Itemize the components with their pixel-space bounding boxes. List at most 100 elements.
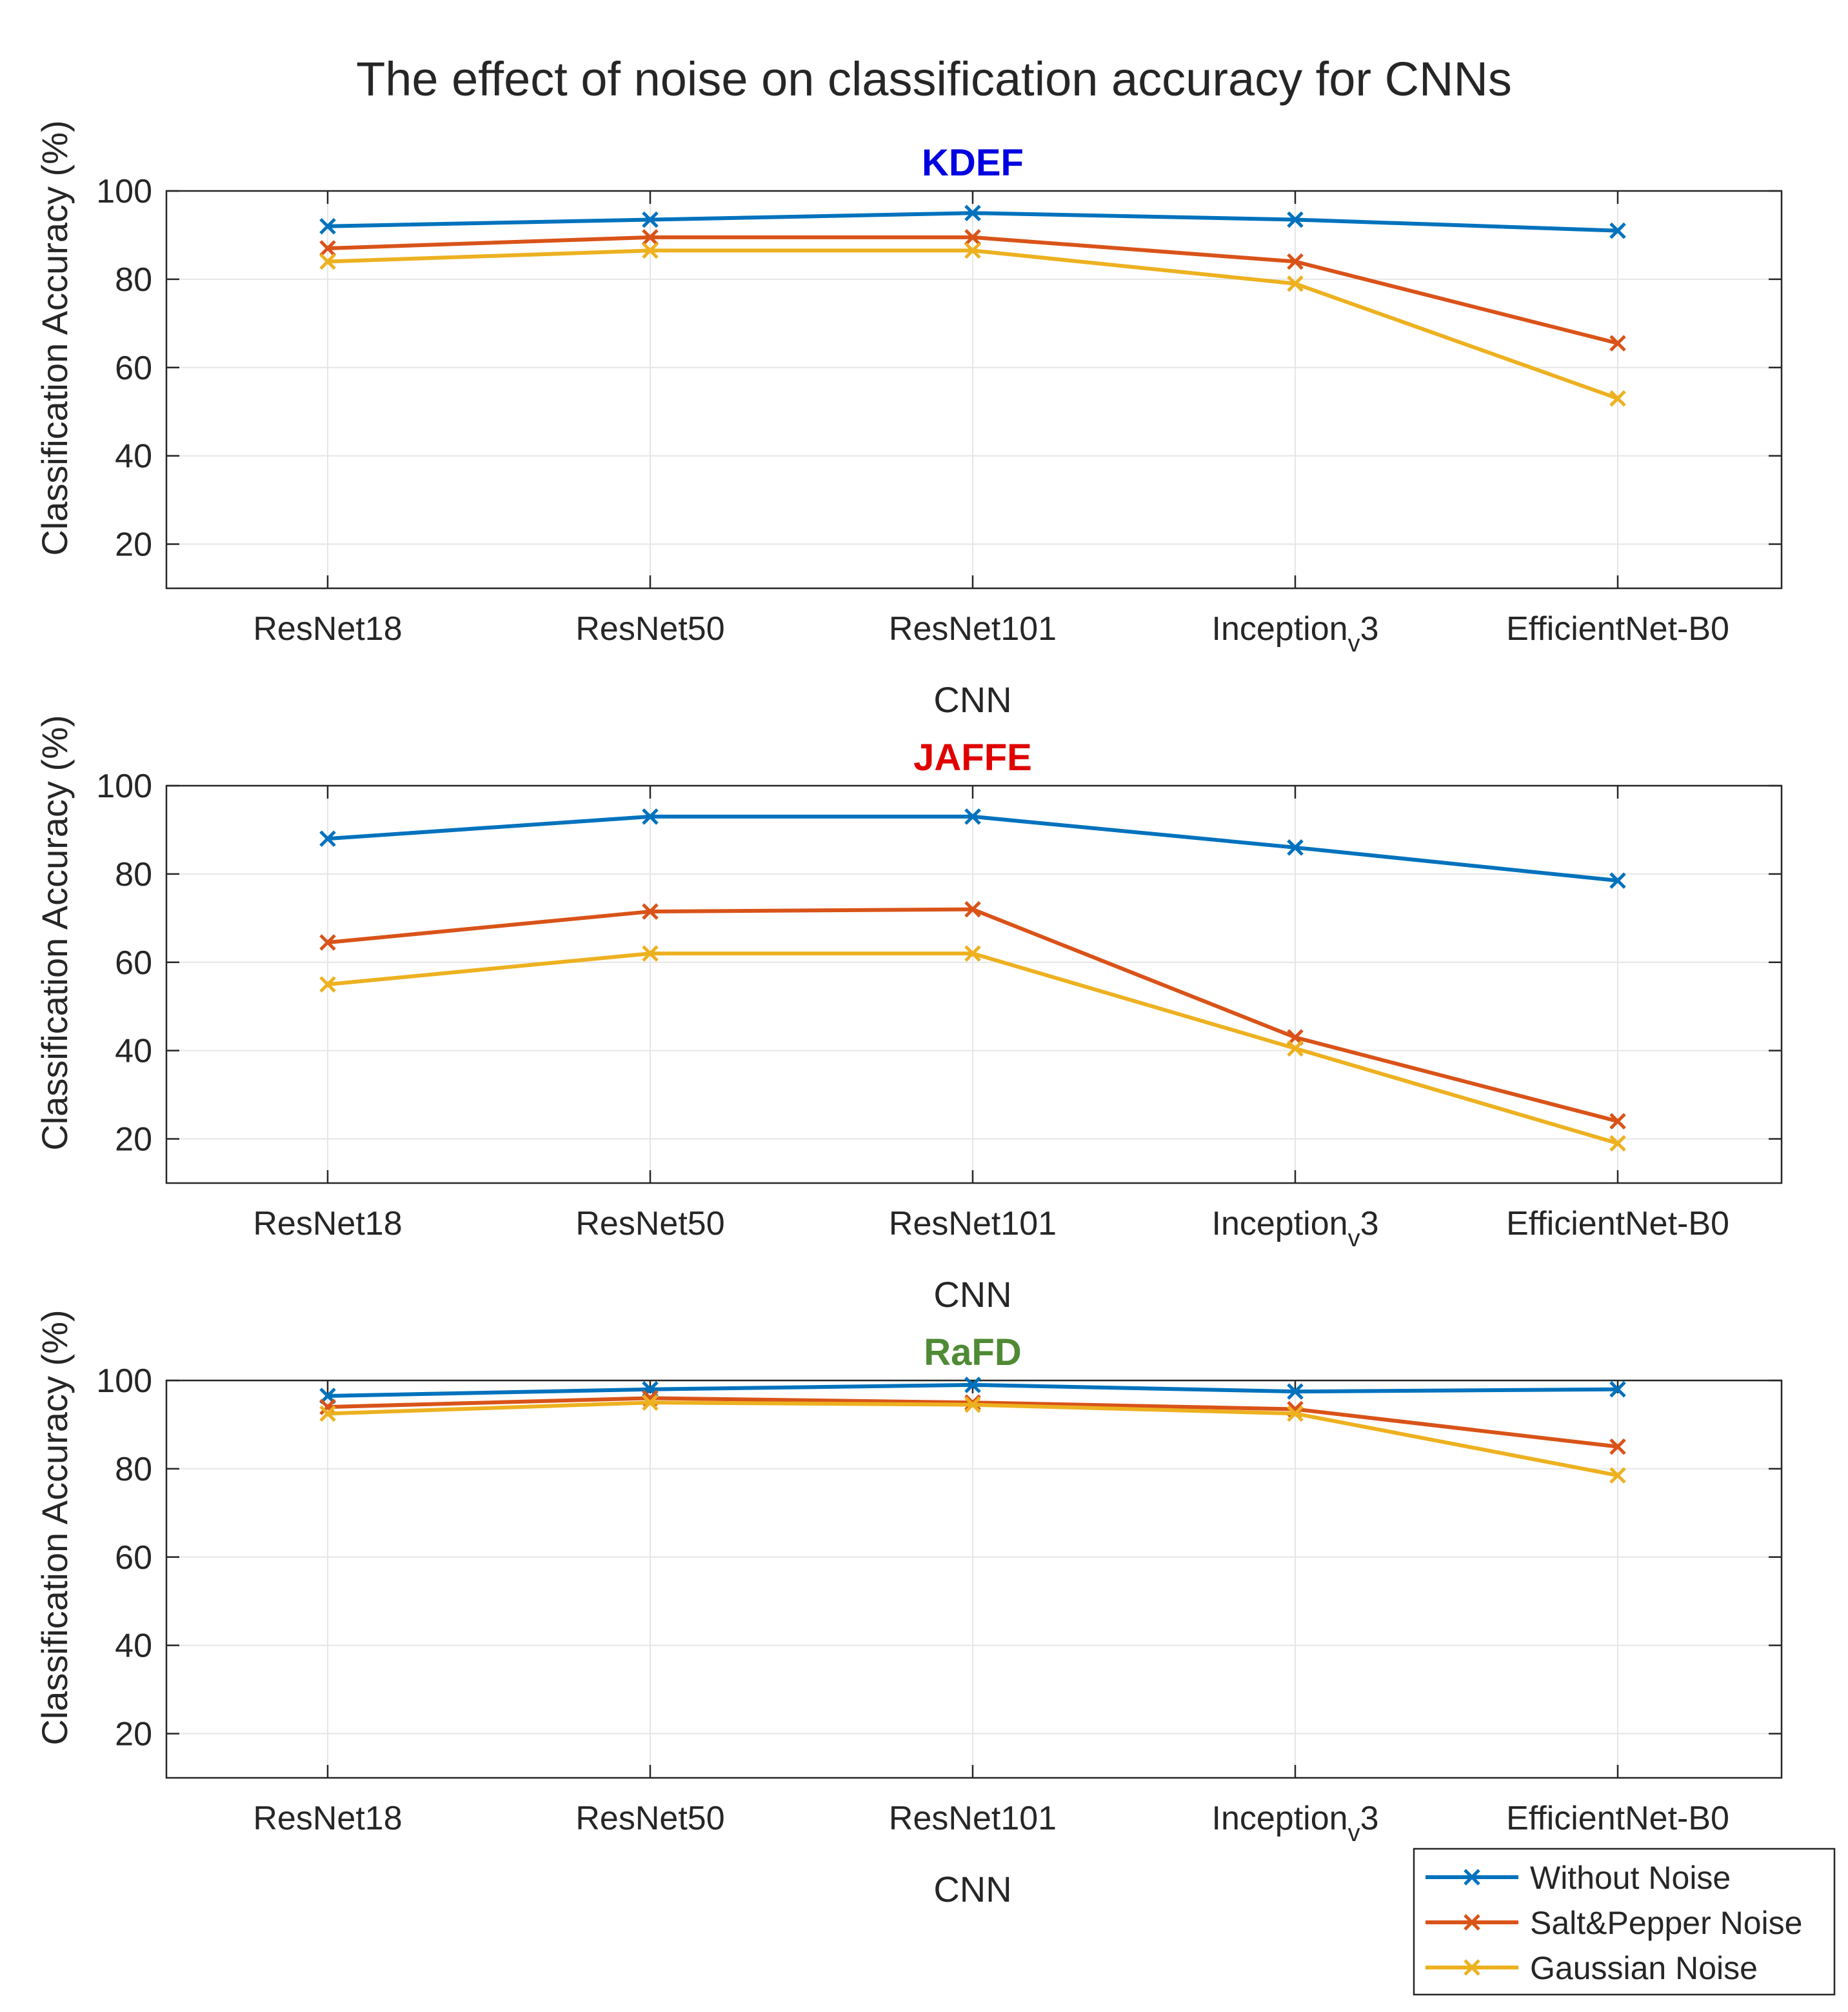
panel-kdef: 20 40 60 80 100 ResNet18 ResNet50 ResNet101 Ince… <box>34 120 1783 720</box>
series-gaussian-noise <box>319 1394 1626 1484</box>
data-point <box>319 217 336 235</box>
marker-stroke <box>1609 335 1626 352</box>
data-point <box>964 1396 981 1413</box>
y-tick-label: 60 <box>115 944 152 982</box>
x-tick-label-tail: 3 <box>1360 1800 1379 1837</box>
x-tick-label: ResNet50 <box>575 1205 724 1242</box>
y-tick-label: 80 <box>115 261 152 299</box>
data-point <box>964 204 981 221</box>
tick-marks <box>166 784 1782 1183</box>
legend-label: Gaussian Noise <box>1530 1950 1758 1986</box>
x-tick-label: Inceptionv3 <box>1212 1800 1379 1847</box>
series-without-noise <box>319 204 1626 239</box>
data-point <box>964 901 981 918</box>
marker-stroke <box>964 945 981 962</box>
y-tick-label: 80 <box>115 856 152 893</box>
marker-stroke <box>964 1396 981 1413</box>
marker-stroke <box>642 242 659 259</box>
marker-stroke <box>642 808 659 825</box>
legend-marker <box>1464 1959 1480 1976</box>
data-point <box>1287 275 1304 292</box>
data-point <box>1287 253 1304 270</box>
data-point <box>1609 1380 1626 1398</box>
data-point <box>1609 1135 1626 1152</box>
x-tick-label-main: EfficientNet-B0 <box>1506 1800 1729 1837</box>
y-tick-label: 20 <box>115 1716 152 1753</box>
x-tick-label-main: ResNet50 <box>575 610 724 648</box>
x-tick-label-main: ResNet50 <box>575 1800 724 1837</box>
marker-stroke <box>964 901 981 918</box>
x-tick-label: ResNet18 <box>253 610 402 648</box>
x-tick-label-tail: 3 <box>1360 1205 1379 1242</box>
x-tick-label-tail: 3 <box>1360 610 1379 648</box>
x-tick-label: ResNet18 <box>253 1205 402 1242</box>
y-tick-label: 60 <box>115 1539 152 1577</box>
marker-stroke <box>1287 253 1304 270</box>
marker-stroke <box>1464 1869 1480 1886</box>
data-point <box>319 976 336 993</box>
data-point <box>964 242 981 259</box>
y-axis-label: Classification Accuracy (%) <box>34 715 75 1150</box>
data-point <box>642 945 659 962</box>
legend: Without Noise Salt&Pepper Noise Gaussian N… <box>1413 1848 1836 1996</box>
data-point <box>642 242 659 259</box>
marker-stroke <box>642 945 659 962</box>
marker-stroke <box>319 253 336 270</box>
marker-stroke <box>642 903 659 920</box>
marker-stroke <box>319 1405 336 1422</box>
plot-area <box>166 1380 1782 1778</box>
x-tick-label-main: Inception <box>1212 610 1348 648</box>
y-tick-label: 40 <box>115 1033 152 1070</box>
marker-stroke <box>1609 1113 1626 1130</box>
x-axis-label: CNN <box>933 1869 1011 1909</box>
series-gaussian-noise <box>319 945 1626 1152</box>
x-tick-label-main: ResNet101 <box>889 1800 1057 1837</box>
marker-stroke <box>1287 211 1304 228</box>
axes-box <box>165 784 1783 1184</box>
panel-jaffe: 20 40 60 80 100 ResNet18 ResNet50 ResNet101 Ince… <box>34 715 1783 1315</box>
x-tick-label: EfficientNet-B0 <box>1506 1800 1729 1837</box>
marker-stroke <box>642 211 659 228</box>
data-point <box>1609 1438 1626 1455</box>
marker-stroke <box>319 1399 336 1415</box>
x-axis-label: CNN <box>933 1274 1011 1315</box>
series-without-noise <box>319 808 1626 889</box>
data-point <box>1609 390 1626 407</box>
x-tick-label-main: ResNet101 <box>889 610 1057 648</box>
marker-stroke <box>1609 1135 1626 1152</box>
marker-stroke <box>964 229 981 246</box>
data-point <box>642 1394 659 1411</box>
y-tick-label: 20 <box>115 1121 152 1159</box>
data-point <box>1609 1113 1626 1130</box>
legend-label: Without Noise <box>1530 1860 1731 1896</box>
x-tick-label-main: ResNet18 <box>253 610 402 648</box>
data-point <box>964 945 981 962</box>
x-tick-label: EfficientNet-B0 <box>1506 1205 1729 1242</box>
figure-title: The effect of noise on classification ac… <box>356 52 1512 106</box>
x-tick-label: Inceptionv3 <box>1212 1205 1379 1252</box>
axes-box <box>165 190 1783 590</box>
marker-stroke <box>964 242 981 259</box>
x-tick-label: EfficientNet-B0 <box>1506 610 1729 648</box>
data-point <box>1287 1383 1304 1400</box>
x-tick-label: ResNet101 <box>889 1205 1057 1242</box>
marker-stroke <box>319 976 336 993</box>
y-tick-label: 80 <box>115 1451 152 1488</box>
marker-stroke <box>1609 872 1626 889</box>
x-tick-label-subscript: v <box>1348 630 1360 657</box>
data-point <box>964 229 981 246</box>
marker-stroke <box>1609 1438 1626 1455</box>
x-tick-label: ResNet101 <box>889 610 1057 648</box>
marker-stroke <box>1287 275 1304 292</box>
data-point <box>1609 872 1626 889</box>
series-salt-pepper-noise <box>319 229 1626 352</box>
legend-marker <box>1464 1914 1480 1931</box>
legend-entry: Without Noise <box>1426 1860 1731 1896</box>
legend-entry: Salt&Pepper Noise <box>1426 1905 1802 1941</box>
y-tick-label: 100 <box>96 768 152 805</box>
y-tick-label: 40 <box>115 438 152 475</box>
panel-title: JAFFE <box>913 737 1032 779</box>
y-axis-label: Classification Accuracy (%) <box>34 1310 75 1745</box>
marker-stroke <box>964 204 981 221</box>
plot-area <box>166 786 1782 1183</box>
